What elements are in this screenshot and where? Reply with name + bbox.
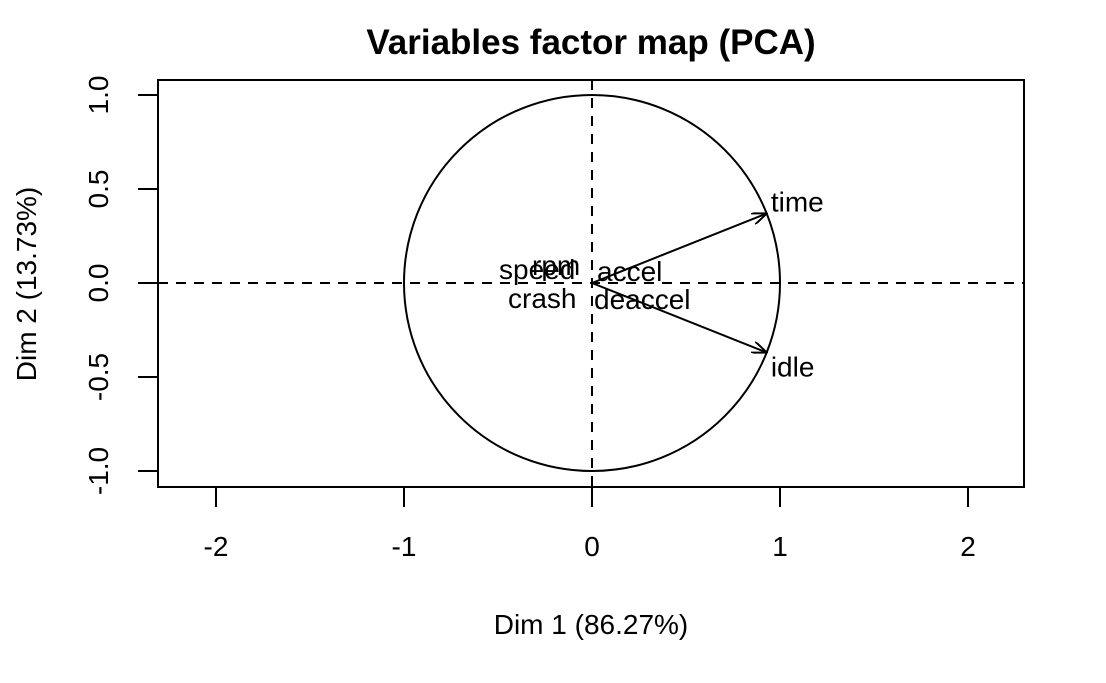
y-axis-label: Dim 2 (13.73%) [11,187,42,382]
x-tick-label: 1 [772,531,788,562]
variable-label-deaccel: deaccel [594,284,691,315]
y-tick-label: -0.5 [83,353,114,401]
x-axis-label: Dim 1 (86.27%) [494,609,689,640]
chart-title: Variables factor map (PCA) [366,23,815,62]
y-tick-label: 0.0 [83,264,114,303]
variable-label-rpm: rpm [532,250,580,281]
x-tick-label: 2 [960,531,976,562]
x-tick-label: -2 [204,531,229,562]
variable-label-speed: speed [499,254,575,285]
y-tick-label: 0.5 [83,170,114,209]
y-tick-label: 1.0 [83,76,114,115]
y-axis: -1.0 -0.5 0.0 0.5 1.0 [83,76,159,495]
variable-label-crash: crash [508,283,576,314]
x-tick-label: -1 [392,531,417,562]
variable-label-time: time [771,186,824,217]
variable-arrow-idle [591,282,767,353]
variable-label-accel: accel [597,256,662,287]
variable-label-idle: idle [771,352,815,383]
x-tick-label: 0 [584,531,600,562]
y-tick-label: -1.0 [83,447,114,495]
x-axis: -2 -1 0 1 2 [204,486,976,562]
variable-arrow-time [591,213,767,284]
